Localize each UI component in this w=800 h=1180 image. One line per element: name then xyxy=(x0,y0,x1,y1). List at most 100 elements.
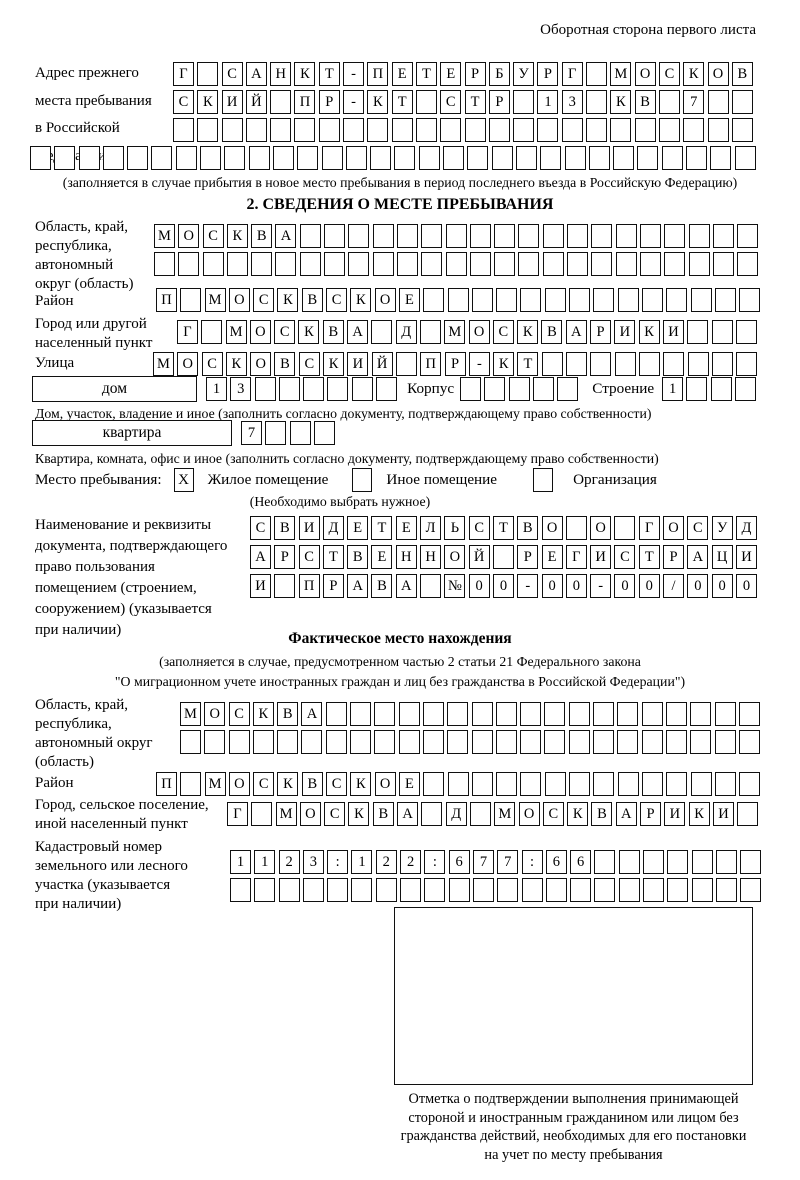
char-cell[interactable]: К xyxy=(610,90,632,114)
char-cell[interactable]: С xyxy=(542,802,564,826)
char-cell[interactable]: - xyxy=(590,574,612,598)
char-cell[interactable]: С xyxy=(202,224,224,248)
char-cell[interactable] xyxy=(658,118,680,142)
char-cell[interactable] xyxy=(610,118,632,142)
char-cell[interactable]: А xyxy=(275,224,297,248)
char-cell[interactable] xyxy=(351,377,373,401)
char-cell[interactable] xyxy=(739,772,761,796)
char-cell[interactable]: С xyxy=(440,90,462,114)
char-cell[interactable]: В xyxy=(274,352,296,376)
char-cell[interactable]: Р xyxy=(537,62,559,86)
char-cell[interactable] xyxy=(542,252,564,276)
char-cell[interactable]: Д xyxy=(395,320,417,344)
char-cell[interactable] xyxy=(297,146,319,170)
char-cell[interactable] xyxy=(634,118,656,142)
char-cell[interactable]: Г xyxy=(638,516,660,540)
char-cell[interactable]: С xyxy=(228,702,250,726)
char-cell[interactable]: Р xyxy=(517,545,539,569)
char-cell[interactable] xyxy=(421,252,443,276)
char-cell[interactable] xyxy=(371,320,393,344)
char-cell[interactable] xyxy=(447,288,469,312)
char-cell[interactable] xyxy=(302,878,324,902)
char-cell[interactable] xyxy=(30,146,51,170)
char-cell[interactable]: Г xyxy=(565,545,587,569)
char-cell[interactable]: Н xyxy=(420,545,442,569)
apartment-number-cells[interactable]: 7 xyxy=(241,421,335,445)
char-cell[interactable]: М xyxy=(444,320,466,344)
char-cell[interactable] xyxy=(318,118,340,142)
char-cell[interactable]: / xyxy=(663,574,685,598)
char-cell[interactable] xyxy=(221,118,243,142)
char-cell[interactable]: К xyxy=(493,352,515,376)
char-cell[interactable] xyxy=(374,730,396,754)
char-cell[interactable] xyxy=(615,252,637,276)
char-cell[interactable] xyxy=(691,878,713,902)
char-cell[interactable]: 3 xyxy=(561,90,583,114)
char-cell[interactable]: О xyxy=(250,352,272,376)
char-cell[interactable] xyxy=(591,252,613,276)
char-cell[interactable]: И xyxy=(347,352,369,376)
char-cell[interactable] xyxy=(471,702,493,726)
char-cell[interactable] xyxy=(544,702,566,726)
char-cell[interactable]: К xyxy=(367,90,389,114)
char-cell[interactable]: 6 xyxy=(570,850,592,874)
char-cell[interactable] xyxy=(667,850,689,874)
char-cell[interactable] xyxy=(395,352,417,376)
char-cell[interactable]: К xyxy=(638,320,660,344)
char-cell[interactable]: 0 xyxy=(468,574,490,598)
char-cell[interactable]: О xyxy=(518,802,540,826)
char-cell[interactable] xyxy=(711,352,733,376)
char-cell[interactable]: О xyxy=(178,224,200,248)
char-cell[interactable] xyxy=(472,878,494,902)
char-cell[interactable] xyxy=(396,224,418,248)
char-cell[interactable]: М xyxy=(154,224,175,248)
char-cell[interactable]: И xyxy=(662,320,684,344)
char-cell[interactable] xyxy=(737,252,759,276)
char-cell[interactable]: О xyxy=(374,288,396,312)
char-cell[interactable] xyxy=(520,730,542,754)
char-cell[interactable] xyxy=(735,320,757,344)
char-cell[interactable] xyxy=(541,352,563,376)
char-cell[interactable] xyxy=(254,377,276,401)
char-cell[interactable]: Е xyxy=(347,516,369,540)
char-cell[interactable] xyxy=(666,288,688,312)
char-cell[interactable] xyxy=(265,421,287,445)
char-cell[interactable] xyxy=(391,118,413,142)
char-cell[interactable] xyxy=(643,850,665,874)
char-cell[interactable] xyxy=(618,878,640,902)
char-cell[interactable] xyxy=(471,288,493,312)
char-cell[interactable]: 3 xyxy=(302,850,324,874)
char-cell[interactable]: Т xyxy=(415,62,437,86)
char-cell[interactable] xyxy=(327,878,349,902)
char-cell[interactable] xyxy=(617,288,639,312)
char-cell[interactable] xyxy=(544,772,566,796)
char-cell[interactable]: В xyxy=(591,802,613,826)
char-cell[interactable]: Н xyxy=(395,545,417,569)
char-cell[interactable]: Т xyxy=(492,516,514,540)
char-cell[interactable] xyxy=(664,252,686,276)
char-cell[interactable]: В xyxy=(347,545,369,569)
char-cell[interactable]: Г xyxy=(177,320,198,344)
char-cell[interactable] xyxy=(533,377,554,401)
char-cell[interactable]: И xyxy=(250,574,271,598)
char-cell[interactable] xyxy=(544,288,566,312)
char-cell[interactable] xyxy=(252,730,274,754)
char-cell[interactable] xyxy=(270,118,292,142)
char-cell[interactable]: Н xyxy=(270,62,292,86)
char-cell[interactable] xyxy=(518,224,540,248)
char-cell[interactable]: Г xyxy=(561,62,583,86)
char-cell[interactable] xyxy=(615,224,637,248)
char-cell[interactable]: Р xyxy=(322,574,344,598)
char-cell[interactable] xyxy=(471,772,493,796)
char-cell[interactable] xyxy=(491,146,513,170)
char-cell[interactable] xyxy=(641,288,663,312)
char-cell[interactable] xyxy=(567,224,589,248)
char-cell[interactable]: 2 xyxy=(400,850,422,874)
char-cell[interactable] xyxy=(707,90,729,114)
